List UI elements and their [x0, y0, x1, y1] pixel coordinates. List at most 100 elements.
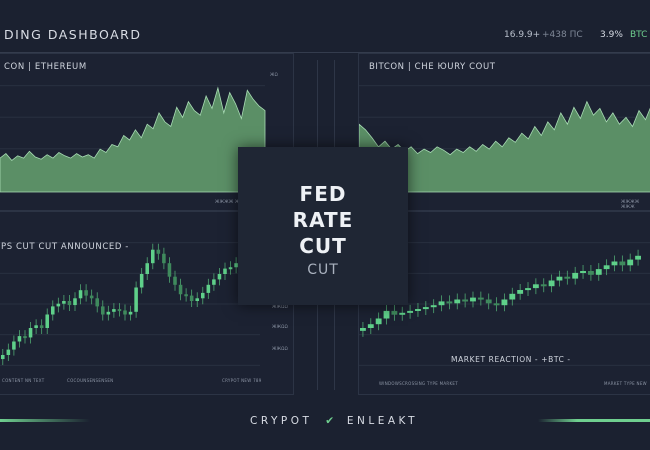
- candle: [383, 310, 390, 319]
- candle: [572, 272, 579, 279]
- card-line: CUT: [299, 234, 347, 258]
- candle: [95, 298, 99, 307]
- candle: [517, 290, 524, 294]
- candle: [430, 305, 437, 308]
- candle: [206, 284, 211, 293]
- candle: [201, 292, 205, 299]
- candle: [112, 309, 116, 312]
- ticker-change: +438 ПС: [542, 30, 583, 40]
- candle: [189, 295, 194, 301]
- candle: [391, 310, 398, 315]
- candle: [407, 310, 414, 313]
- candle: [195, 298, 199, 301]
- card-subline: CUT: [307, 262, 339, 278]
- candle: [509, 293, 516, 300]
- candle: [84, 290, 88, 296]
- candle: [501, 299, 508, 306]
- brand-left: CRYPOT: [250, 415, 313, 427]
- candle: [134, 287, 138, 312]
- candle: [548, 280, 555, 287]
- panel-label: BITCON | CHE ЮURY COUT: [369, 62, 496, 72]
- fed-rate-cut-card: FED RATE CUT CUT: [238, 147, 408, 305]
- candle: [635, 255, 641, 260]
- candle: [67, 301, 72, 306]
- axis-label: ЖΩ: [270, 72, 278, 77]
- candle: [399, 312, 406, 315]
- candle: [28, 328, 33, 338]
- rate-cut-candlestick-chart: [0, 242, 260, 366]
- progress-bar-left: [0, 419, 90, 422]
- candle: [51, 306, 55, 315]
- candle: [12, 341, 16, 350]
- candle: [156, 249, 161, 254]
- card-line: RATE: [292, 208, 354, 232]
- candle: [564, 276, 571, 279]
- candle: [17, 336, 22, 342]
- candle: [540, 284, 547, 287]
- brand-right: ENLEAKT: [346, 415, 419, 427]
- candle: [62, 301, 66, 304]
- candle: [145, 263, 149, 274]
- candle: [454, 299, 461, 304]
- candle: [167, 263, 172, 277]
- ticker-price: 16.9.9+: [504, 30, 541, 40]
- candle: [117, 309, 122, 312]
- candle: [73, 298, 77, 306]
- candle: [101, 306, 105, 315]
- candle: [106, 311, 111, 315]
- candle: [34, 325, 38, 328]
- candle: [223, 268, 227, 274]
- candle: [595, 269, 602, 275]
- candle: [360, 328, 366, 331]
- candle: [56, 303, 61, 307]
- candle: [162, 253, 166, 264]
- check-icon: ✔: [325, 415, 335, 427]
- candle: [151, 249, 155, 264]
- progress-bar-right: [538, 419, 650, 422]
- candle: [619, 261, 626, 266]
- candle: [532, 284, 539, 289]
- candle: [212, 279, 216, 285]
- candle: [6, 349, 11, 355]
- candle: [415, 309, 421, 311]
- candle: [611, 261, 618, 266]
- candle: [39, 325, 44, 328]
- ticker-percent: 3.9%: [600, 30, 623, 40]
- candle: [123, 310, 127, 315]
- header-divider: [0, 52, 650, 53]
- candle: [446, 301, 453, 304]
- candle: [556, 276, 563, 281]
- candle: [587, 271, 594, 275]
- panel-footer: ЖЖЖЖ ЖЖЖ: [621, 199, 640, 209]
- axis-tick: ЖЖΩΩ: [272, 324, 288, 329]
- axis-tick: ЖЖΩΩ: [272, 304, 288, 309]
- candle: [45, 314, 49, 328]
- candle: [375, 318, 382, 325]
- candle: [367, 324, 374, 328]
- candle: [228, 267, 233, 270]
- area-series: [0, 86, 266, 193]
- candle: [173, 276, 177, 285]
- candle: [128, 311, 133, 315]
- panel-footer-left: WINDOWSCROSSING TYPE MARKET: [379, 381, 458, 386]
- candle: [89, 295, 94, 299]
- candle: [470, 297, 476, 302]
- candle: [23, 336, 27, 339]
- ticker-symbol: BTC: [630, 30, 648, 40]
- panel-footer-right: CRYPOT NEW 789: [222, 378, 262, 383]
- candle: [184, 294, 188, 297]
- ethereum-area-chart: [0, 85, 266, 193]
- candle: [525, 288, 531, 291]
- panel-label: MARKET REACTION - +BTC -: [451, 355, 571, 364]
- footer-brand: CRYPOT ✔ ENLEAKT: [250, 415, 418, 427]
- candle: [438, 301, 445, 306]
- candle: [178, 284, 183, 295]
- candle: [1, 355, 5, 360]
- candle: [580, 271, 586, 273]
- candle: [485, 299, 492, 304]
- candle: [217, 274, 222, 280]
- panel-footer-right: MARKET TYPE NEW: [604, 381, 647, 386]
- candle: [234, 263, 238, 268]
- dashboard-title: DING DASHBOARD: [4, 27, 142, 42]
- candle: [603, 265, 610, 270]
